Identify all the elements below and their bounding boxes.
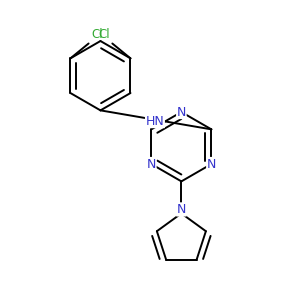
Text: N: N bbox=[177, 106, 186, 118]
Text: Cl: Cl bbox=[91, 28, 103, 41]
Text: N: N bbox=[177, 203, 186, 216]
Text: HN: HN bbox=[146, 115, 164, 128]
Text: N: N bbox=[147, 158, 156, 170]
Text: Cl: Cl bbox=[98, 28, 110, 41]
Text: N: N bbox=[207, 158, 216, 170]
